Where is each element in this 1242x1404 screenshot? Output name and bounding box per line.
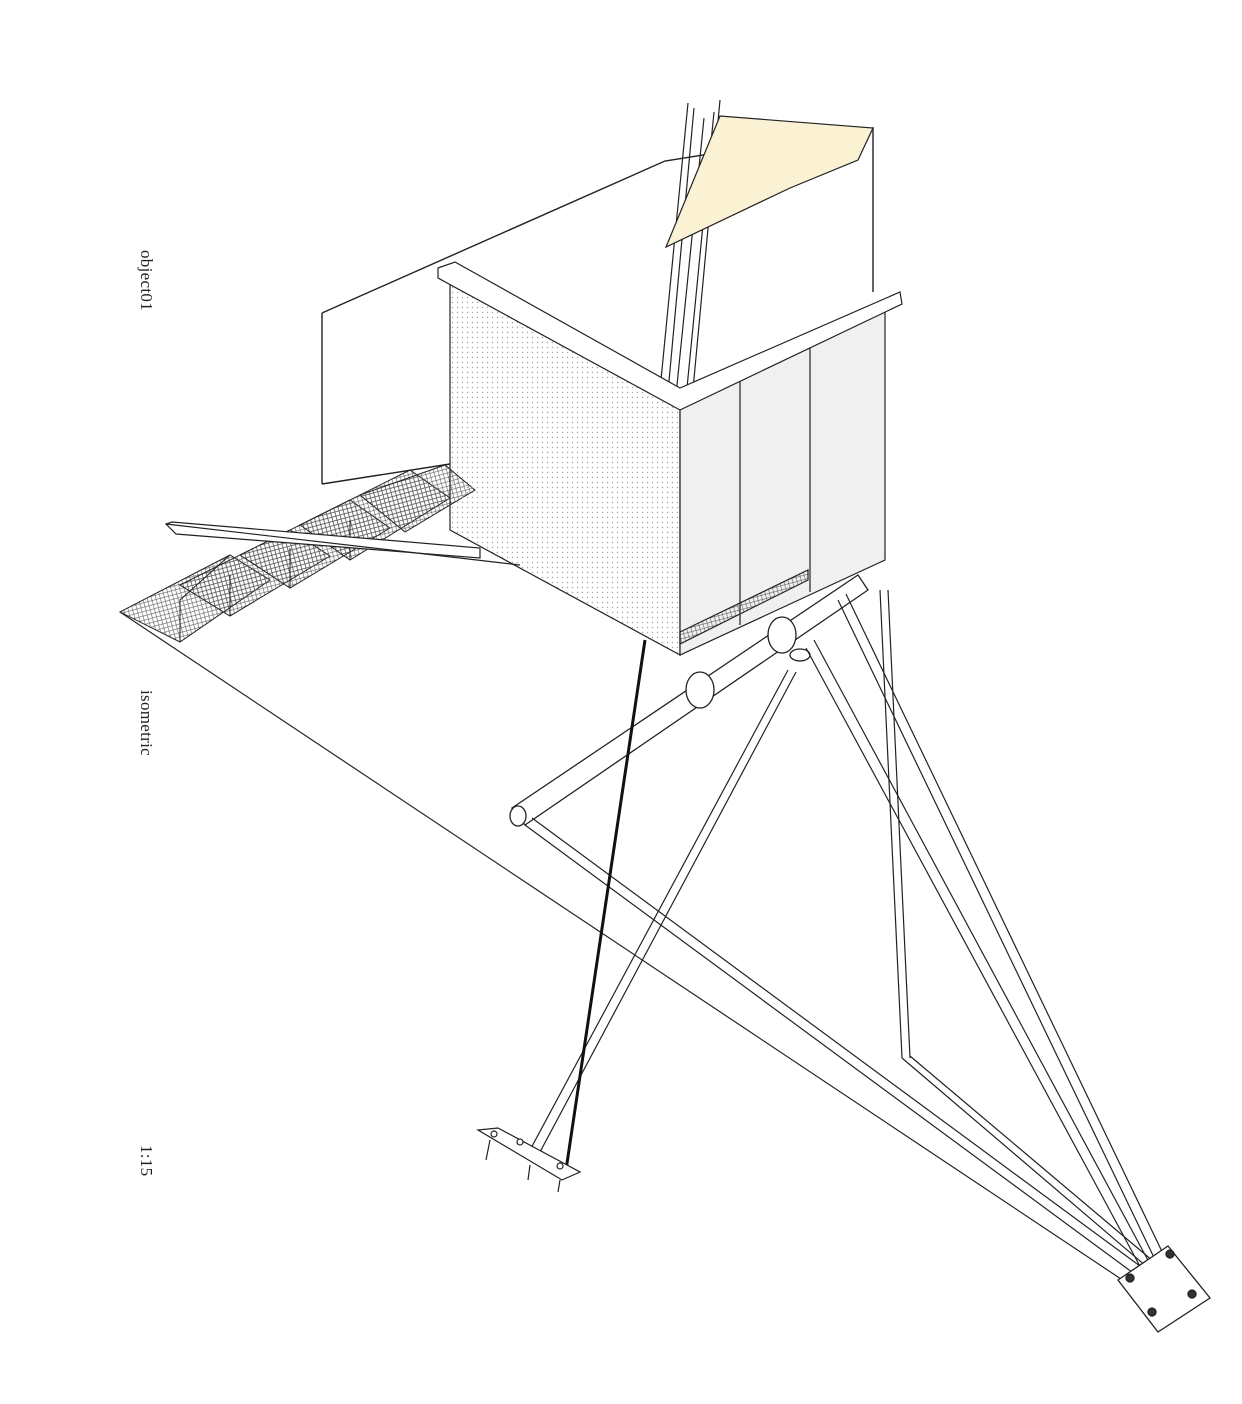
upper-boom [164, 521, 521, 566]
tension-cable [564, 639, 647, 1171]
support-legs [119, 589, 1169, 1286]
base-plate-right [1117, 1245, 1211, 1333]
base-plate-left [476, 1127, 582, 1193]
enclosure-box [437, 261, 903, 657]
canopy-sail [664, 115, 874, 249]
main-beam [509, 574, 869, 827]
